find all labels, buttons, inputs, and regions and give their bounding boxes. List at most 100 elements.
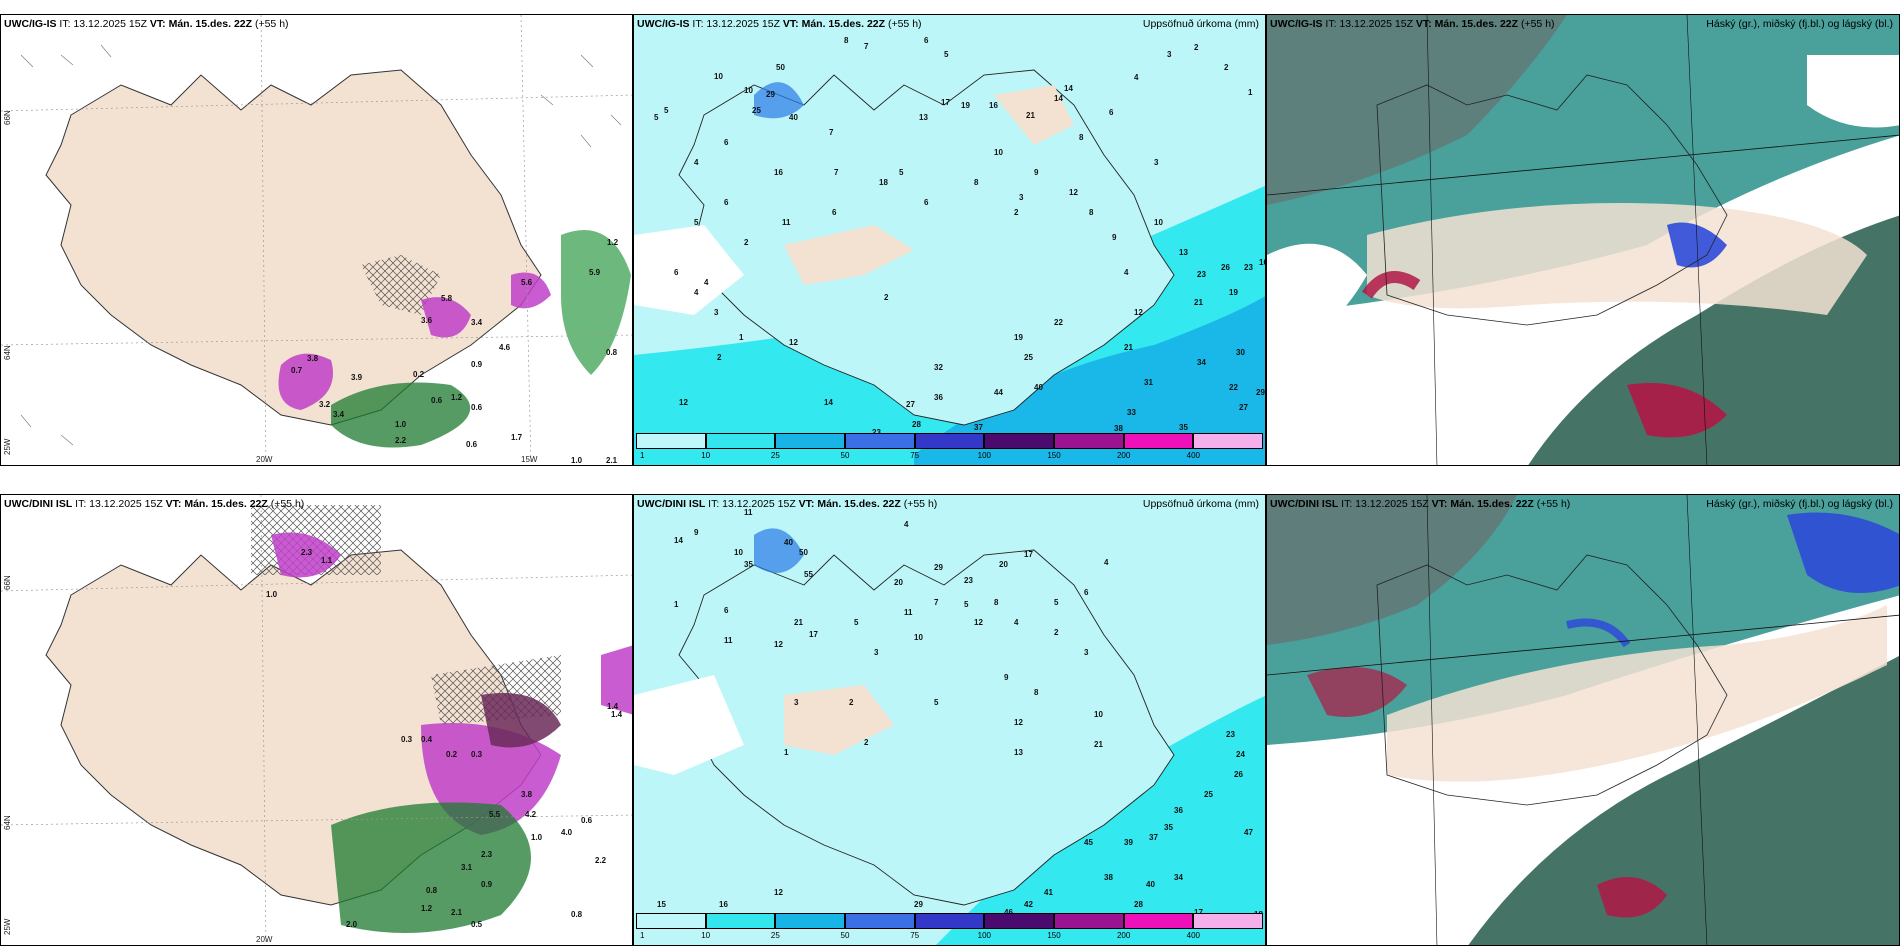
lon-label: 20W: [256, 935, 273, 944]
wind-value: 4.0: [561, 828, 573, 837]
wind-value: 4.2: [525, 810, 537, 819]
svg-text:8: 8: [974, 178, 979, 187]
wind-value: 0.7: [291, 366, 303, 375]
wind-value: 2.0: [346, 920, 358, 929]
svg-text:2: 2: [1194, 43, 1199, 52]
wind-value: 3.6: [421, 316, 433, 325]
svg-text:13: 13: [1014, 748, 1023, 757]
wind-value: 0.8: [606, 348, 618, 357]
svg-text:1: 1: [1248, 88, 1253, 97]
svg-text:6: 6: [832, 208, 837, 217]
svg-text:4: 4: [1134, 73, 1139, 82]
svg-text:44: 44: [994, 388, 1003, 397]
svg-text:17: 17: [941, 98, 950, 107]
precip-top-field: Uppsöfnuð úrkoma (mm): [1142, 18, 1259, 30]
svg-text:2: 2: [744, 238, 749, 247]
colorbar-swatch: [775, 433, 845, 449]
svg-text:25: 25: [752, 106, 761, 115]
svg-text:23: 23: [964, 576, 973, 585]
svg-text:10: 10: [734, 548, 743, 557]
colorbar-tick: 100: [977, 931, 992, 940]
clouds-map-top-graphics: [1267, 15, 1899, 465]
wind-value: 1.2: [421, 904, 433, 913]
clouds-bottom-title: UWC/DINI ISL IT: 13.12.2025 15Z VT: Mán.…: [1270, 498, 1571, 510]
svg-text:5: 5: [964, 600, 969, 609]
svg-text:1: 1: [674, 600, 679, 609]
colorbar-swatch: [1193, 433, 1263, 449]
lat-label: 64N: [3, 345, 12, 360]
wind-map-top: 0.7 3.8 3.2 5.8 3.9 5.6 3.4 3.6 0.2 0.9 …: [0, 14, 633, 466]
wind-value: 0.4: [421, 735, 433, 744]
svg-text:6: 6: [924, 36, 929, 45]
wind-value: 3.9: [351, 373, 363, 382]
colorbar-swatch: [845, 913, 915, 929]
precip-purple: [278, 353, 333, 410]
svg-text:17: 17: [1024, 550, 1033, 559]
lat-label: 25W: [3, 438, 12, 455]
svg-text:28: 28: [1134, 900, 1143, 909]
wind-value: 0.2: [446, 750, 458, 759]
svg-text:2: 2: [864, 738, 869, 747]
lon-label: 15W: [521, 455, 538, 464]
wind-value: 3.4: [333, 410, 345, 419]
svg-text:23: 23: [872, 428, 881, 437]
precip-map-top-graphics: 8 7 6 5 10 10 5 5 40 50 29 25 6 7 4 13 1…: [634, 15, 1265, 465]
precip-bottom-title: UWC/DINI ISL IT: 13.12.2025 15Z VT: Mán.…: [637, 498, 938, 510]
wind-value: 0.2: [413, 370, 425, 379]
svg-text:16: 16: [989, 101, 998, 110]
clouds-bottom-field: Háský (gr.), miðský (fj.bl.) og lágský (…: [1706, 498, 1893, 510]
svg-text:12: 12: [1014, 718, 1023, 727]
svg-text:4: 4: [1124, 268, 1129, 277]
wind-value: 1.7: [511, 433, 523, 442]
wind-value: 0.8: [571, 910, 583, 919]
svg-text:29: 29: [934, 563, 943, 572]
wind-map-bottom: 1.0 2.3 1.1 0.3 0.4 0.2 0.3 1.4 5.5 3.8 …: [0, 494, 633, 946]
precip-colorbar: 1 10 25 50 75 100 150 200 400: [636, 913, 1263, 943]
svg-text:23: 23: [1226, 730, 1235, 739]
svg-text:14: 14: [1064, 84, 1073, 93]
colorbar-tick: 25: [770, 451, 780, 460]
svg-text:17: 17: [1194, 908, 1203, 917]
svg-text:37: 37: [1149, 833, 1158, 842]
colorbar-swatch: [705, 433, 776, 449]
svg-text:5: 5: [944, 50, 949, 59]
svg-text:5: 5: [899, 168, 904, 177]
svg-text:36: 36: [1174, 806, 1183, 815]
svg-text:5: 5: [934, 698, 939, 707]
svg-text:21: 21: [1094, 740, 1103, 749]
svg-text:2: 2: [849, 698, 854, 707]
wind-value: 2.3: [481, 850, 493, 859]
cloud-coastline: [1376, 74, 1728, 326]
colorbar-swatch: [1193, 913, 1263, 929]
precip-map-top: 8 7 6 5 10 10 5 5 40 50 29 25 6 7 4 13 1…: [633, 14, 1266, 466]
svg-text:37: 37: [974, 423, 983, 432]
lat-label: 25W: [3, 918, 12, 935]
svg-text:34: 34: [1174, 873, 1183, 882]
wind-value: 2.2: [595, 856, 607, 865]
colorbar-tick: 100: [977, 451, 992, 460]
colorbar-tick: 75: [910, 451, 920, 460]
colorbar-tick: 400: [1186, 451, 1201, 460]
svg-text:32: 32: [934, 363, 943, 372]
wind-value: 0.5: [471, 920, 483, 929]
svg-text:36: 36: [934, 393, 943, 402]
svg-text:29: 29: [914, 900, 923, 909]
svg-text:3: 3: [1019, 193, 1024, 202]
svg-text:41: 41: [1044, 888, 1053, 897]
wind-value: 2.1: [606, 456, 618, 465]
svg-text:12: 12: [789, 338, 798, 347]
wind-map-top-graphics: 0.7 3.8 3.2 5.8 3.9 5.6 3.4 3.6 0.2 0.9 …: [1, 15, 632, 465]
svg-text:5: 5: [694, 218, 699, 227]
wind-value: 1.0: [395, 420, 407, 429]
colorbar-tick: 25: [770, 931, 780, 940]
wind-value: 3.2: [319, 400, 331, 409]
svg-text:9: 9: [1004, 673, 1009, 682]
colorbar-tick: 50: [840, 451, 850, 460]
svg-text:38: 38: [1114, 424, 1123, 433]
lon-label: 20W: [256, 455, 273, 464]
svg-text:35: 35: [1179, 423, 1188, 432]
precip-colorbar: 1 10 25 50 75 100 150 200 400: [636, 433, 1263, 463]
colorbar-swatch: [636, 913, 706, 929]
colorbar-tick: 10: [701, 931, 711, 940]
svg-text:47: 47: [1244, 828, 1253, 837]
